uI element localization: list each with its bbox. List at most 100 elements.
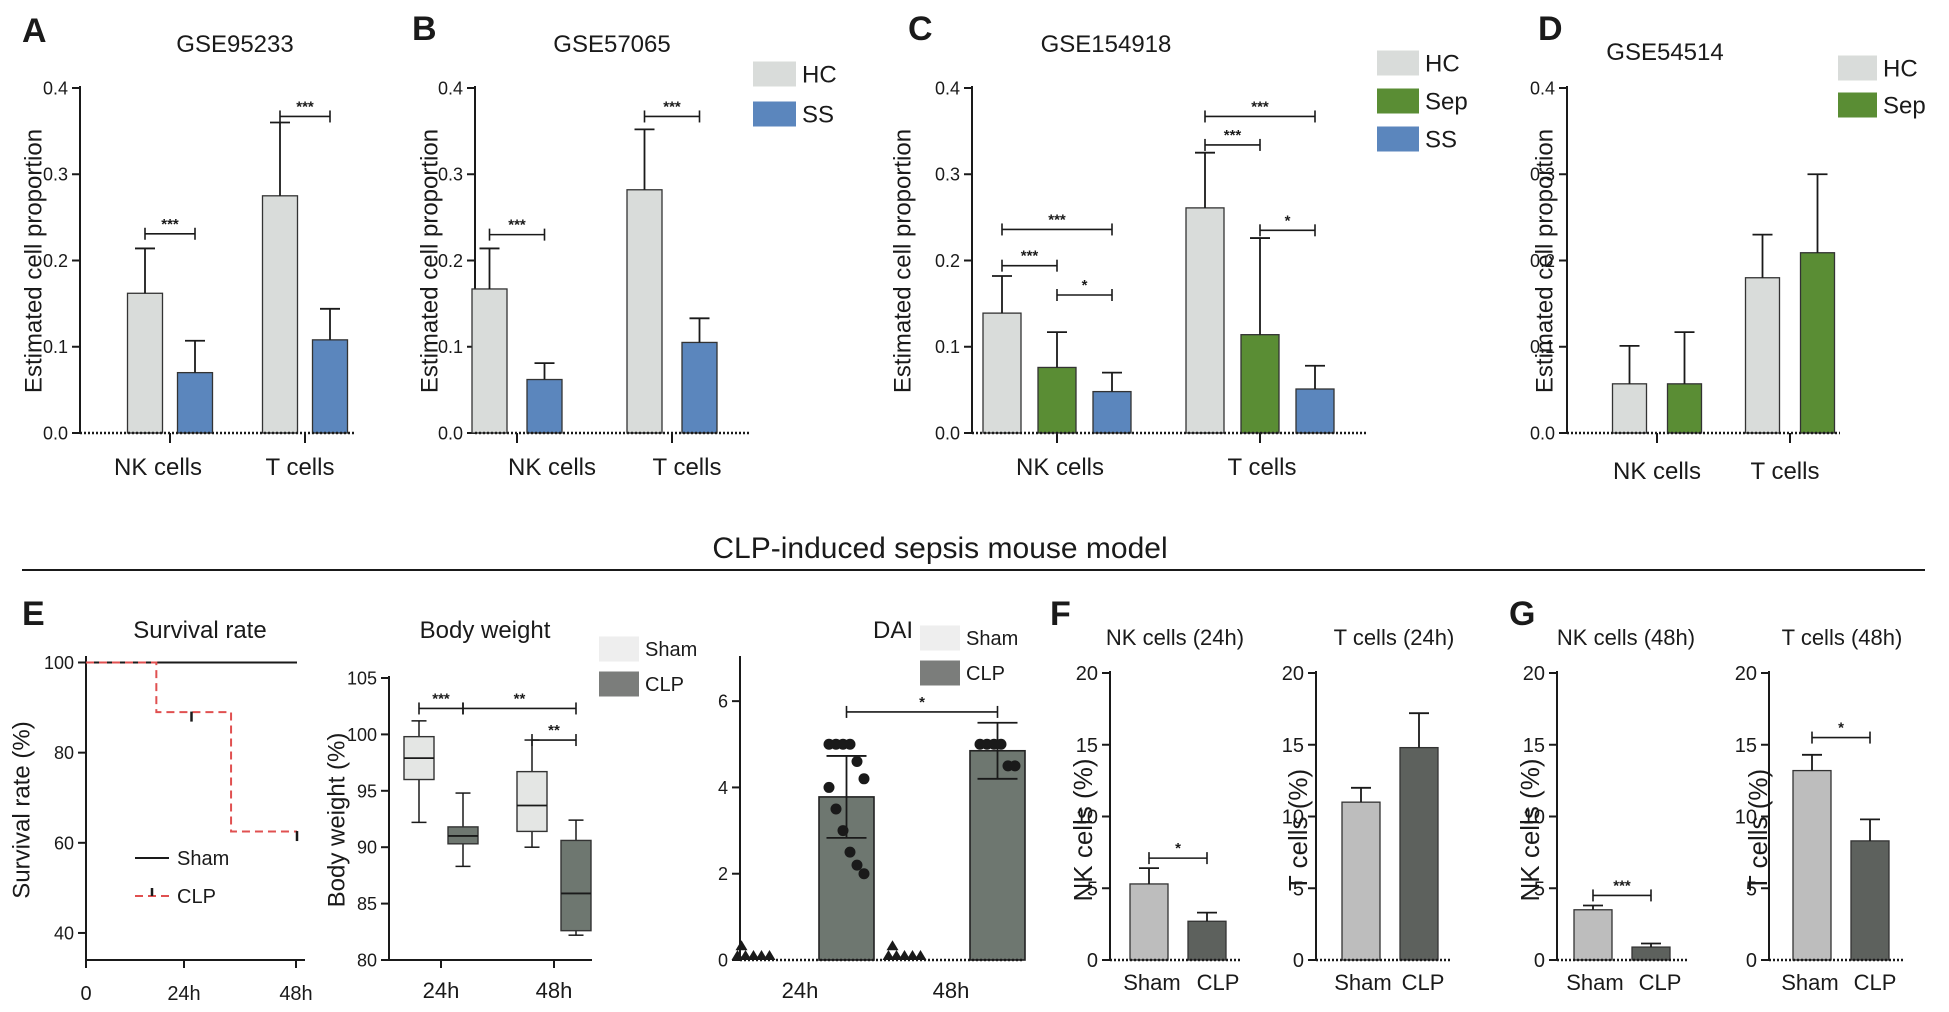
bar	[1295, 388, 1335, 434]
x-tick-label: Sham	[1334, 970, 1391, 995]
y-tick-label: 0.3	[935, 165, 960, 185]
y-axis-label: Estimated cell proportion	[890, 129, 917, 393]
x-tick-label: CLP	[1854, 970, 1897, 995]
panel-letter: G	[1509, 595, 1535, 633]
y-tick-label: 6	[718, 692, 728, 712]
bar	[1744, 277, 1781, 434]
y-tick-label: 20	[1282, 663, 1304, 685]
legend-label: Sep	[1425, 89, 1468, 116]
y-tick-label: 100	[347, 725, 377, 745]
data-point	[858, 868, 870, 880]
bar	[1850, 840, 1890, 961]
data-point	[755, 950, 768, 960]
bar	[526, 378, 563, 434]
panel-title: DAI	[873, 617, 913, 644]
y-tick-label: 80	[54, 743, 74, 763]
bar	[1240, 334, 1280, 434]
panel-title: Body weight	[420, 617, 551, 644]
bar	[969, 749, 1026, 961]
y-tick-label: 0.0	[1530, 423, 1555, 443]
significance-label: ***	[1048, 211, 1066, 228]
y-tick-label: 10	[1076, 807, 1098, 829]
section-title: CLP-induced sepsis mouse model	[712, 532, 1167, 565]
y-tick-label: 0.4	[1530, 78, 1555, 98]
panel-title: GSE57065	[553, 31, 670, 58]
y-tick-label: 15	[1735, 735, 1757, 757]
significance-label: *	[1082, 277, 1088, 294]
significance-label: ***	[1613, 877, 1631, 894]
x-tick-label: CLP	[1402, 970, 1445, 995]
legend-label: Sham	[177, 848, 229, 870]
y-tick-label: 10	[1735, 807, 1757, 829]
significance-label: ***	[1224, 127, 1242, 144]
legend-label: CLP	[177, 886, 216, 908]
significance-label: ***	[161, 216, 179, 233]
y-tick-label: 0.1	[43, 337, 68, 357]
bar	[626, 189, 663, 434]
y-tick-label: 5	[1746, 878, 1757, 900]
clp-survival-line	[86, 661, 297, 833]
y-tick-label: 0.2	[43, 251, 68, 271]
y-tick-label: 15	[1076, 735, 1098, 757]
y-tick-label: 5	[1534, 878, 1545, 900]
data-point	[830, 803, 842, 815]
y-tick-label: 0.2	[438, 251, 463, 271]
x-tick-label: 24h	[167, 983, 200, 1005]
data-point	[731, 950, 744, 960]
x-tick-label: NK cells	[508, 454, 596, 481]
y-tick-label: 0.0	[43, 423, 68, 443]
panel-title: GSE154918	[1041, 31, 1172, 58]
bar	[1399, 746, 1439, 961]
x-tick-label: 48h	[933, 978, 970, 1003]
y-axis-label: T cells (%)	[1283, 769, 1313, 891]
data-point	[763, 950, 776, 960]
data-point	[914, 950, 927, 960]
y-tick-label: 15	[1523, 735, 1545, 757]
legend-swatch	[753, 61, 796, 87]
x-tick-label: 0	[80, 983, 91, 1005]
significance-label: ***	[508, 217, 526, 234]
y-tick-label: 10	[1523, 807, 1545, 829]
panel-title: GSE54514	[1606, 39, 1723, 66]
y-tick-label: 4	[718, 778, 728, 798]
y-tick-label: 60	[54, 833, 74, 853]
significance-label: ***	[1251, 98, 1269, 115]
y-tick-label: 2	[718, 864, 728, 884]
y-tick-label: 20	[1076, 663, 1098, 685]
bar	[1341, 801, 1381, 961]
bar	[126, 292, 164, 434]
bar	[1611, 383, 1648, 434]
y-tick-label: 80	[357, 950, 377, 970]
y-tick-label: 0	[718, 950, 728, 970]
legend-swatch	[599, 671, 639, 697]
x-tick-label: 24h	[423, 978, 460, 1003]
legend-label: Sham	[645, 639, 697, 661]
significance-label: *	[1838, 720, 1844, 737]
y-tick-label: 90	[357, 838, 377, 858]
y-tick-label: 40	[54, 923, 74, 943]
y-tick-label: 0.1	[935, 337, 960, 357]
y-axis-label: Estimated cell proportion	[1532, 129, 1559, 393]
y-tick-label: 0.2	[935, 251, 960, 271]
data-point	[890, 950, 903, 960]
bar	[1666, 383, 1703, 434]
y-tick-label: 0.3	[43, 165, 68, 185]
y-tick-label: 0	[1534, 950, 1545, 972]
data-point	[858, 773, 870, 785]
significance-label: ***	[663, 98, 681, 115]
x-tick-label: T cells	[1228, 454, 1297, 481]
panel-title: Survival rate	[133, 617, 266, 644]
data-point	[823, 781, 835, 793]
legend-swatch	[1838, 92, 1877, 118]
bar	[471, 288, 508, 434]
panel-letter: D	[1538, 10, 1563, 48]
legend-label: Sham	[966, 628, 1018, 650]
y-axis-label: Estimated cell proportion	[21, 129, 48, 393]
significance-label: ***	[296, 98, 314, 115]
bar	[1187, 920, 1227, 961]
legend-label: SS	[802, 102, 834, 129]
y-axis-label: Survival rate (%)	[9, 721, 36, 898]
data-point	[837, 825, 849, 837]
panel-letter: A	[22, 12, 47, 50]
